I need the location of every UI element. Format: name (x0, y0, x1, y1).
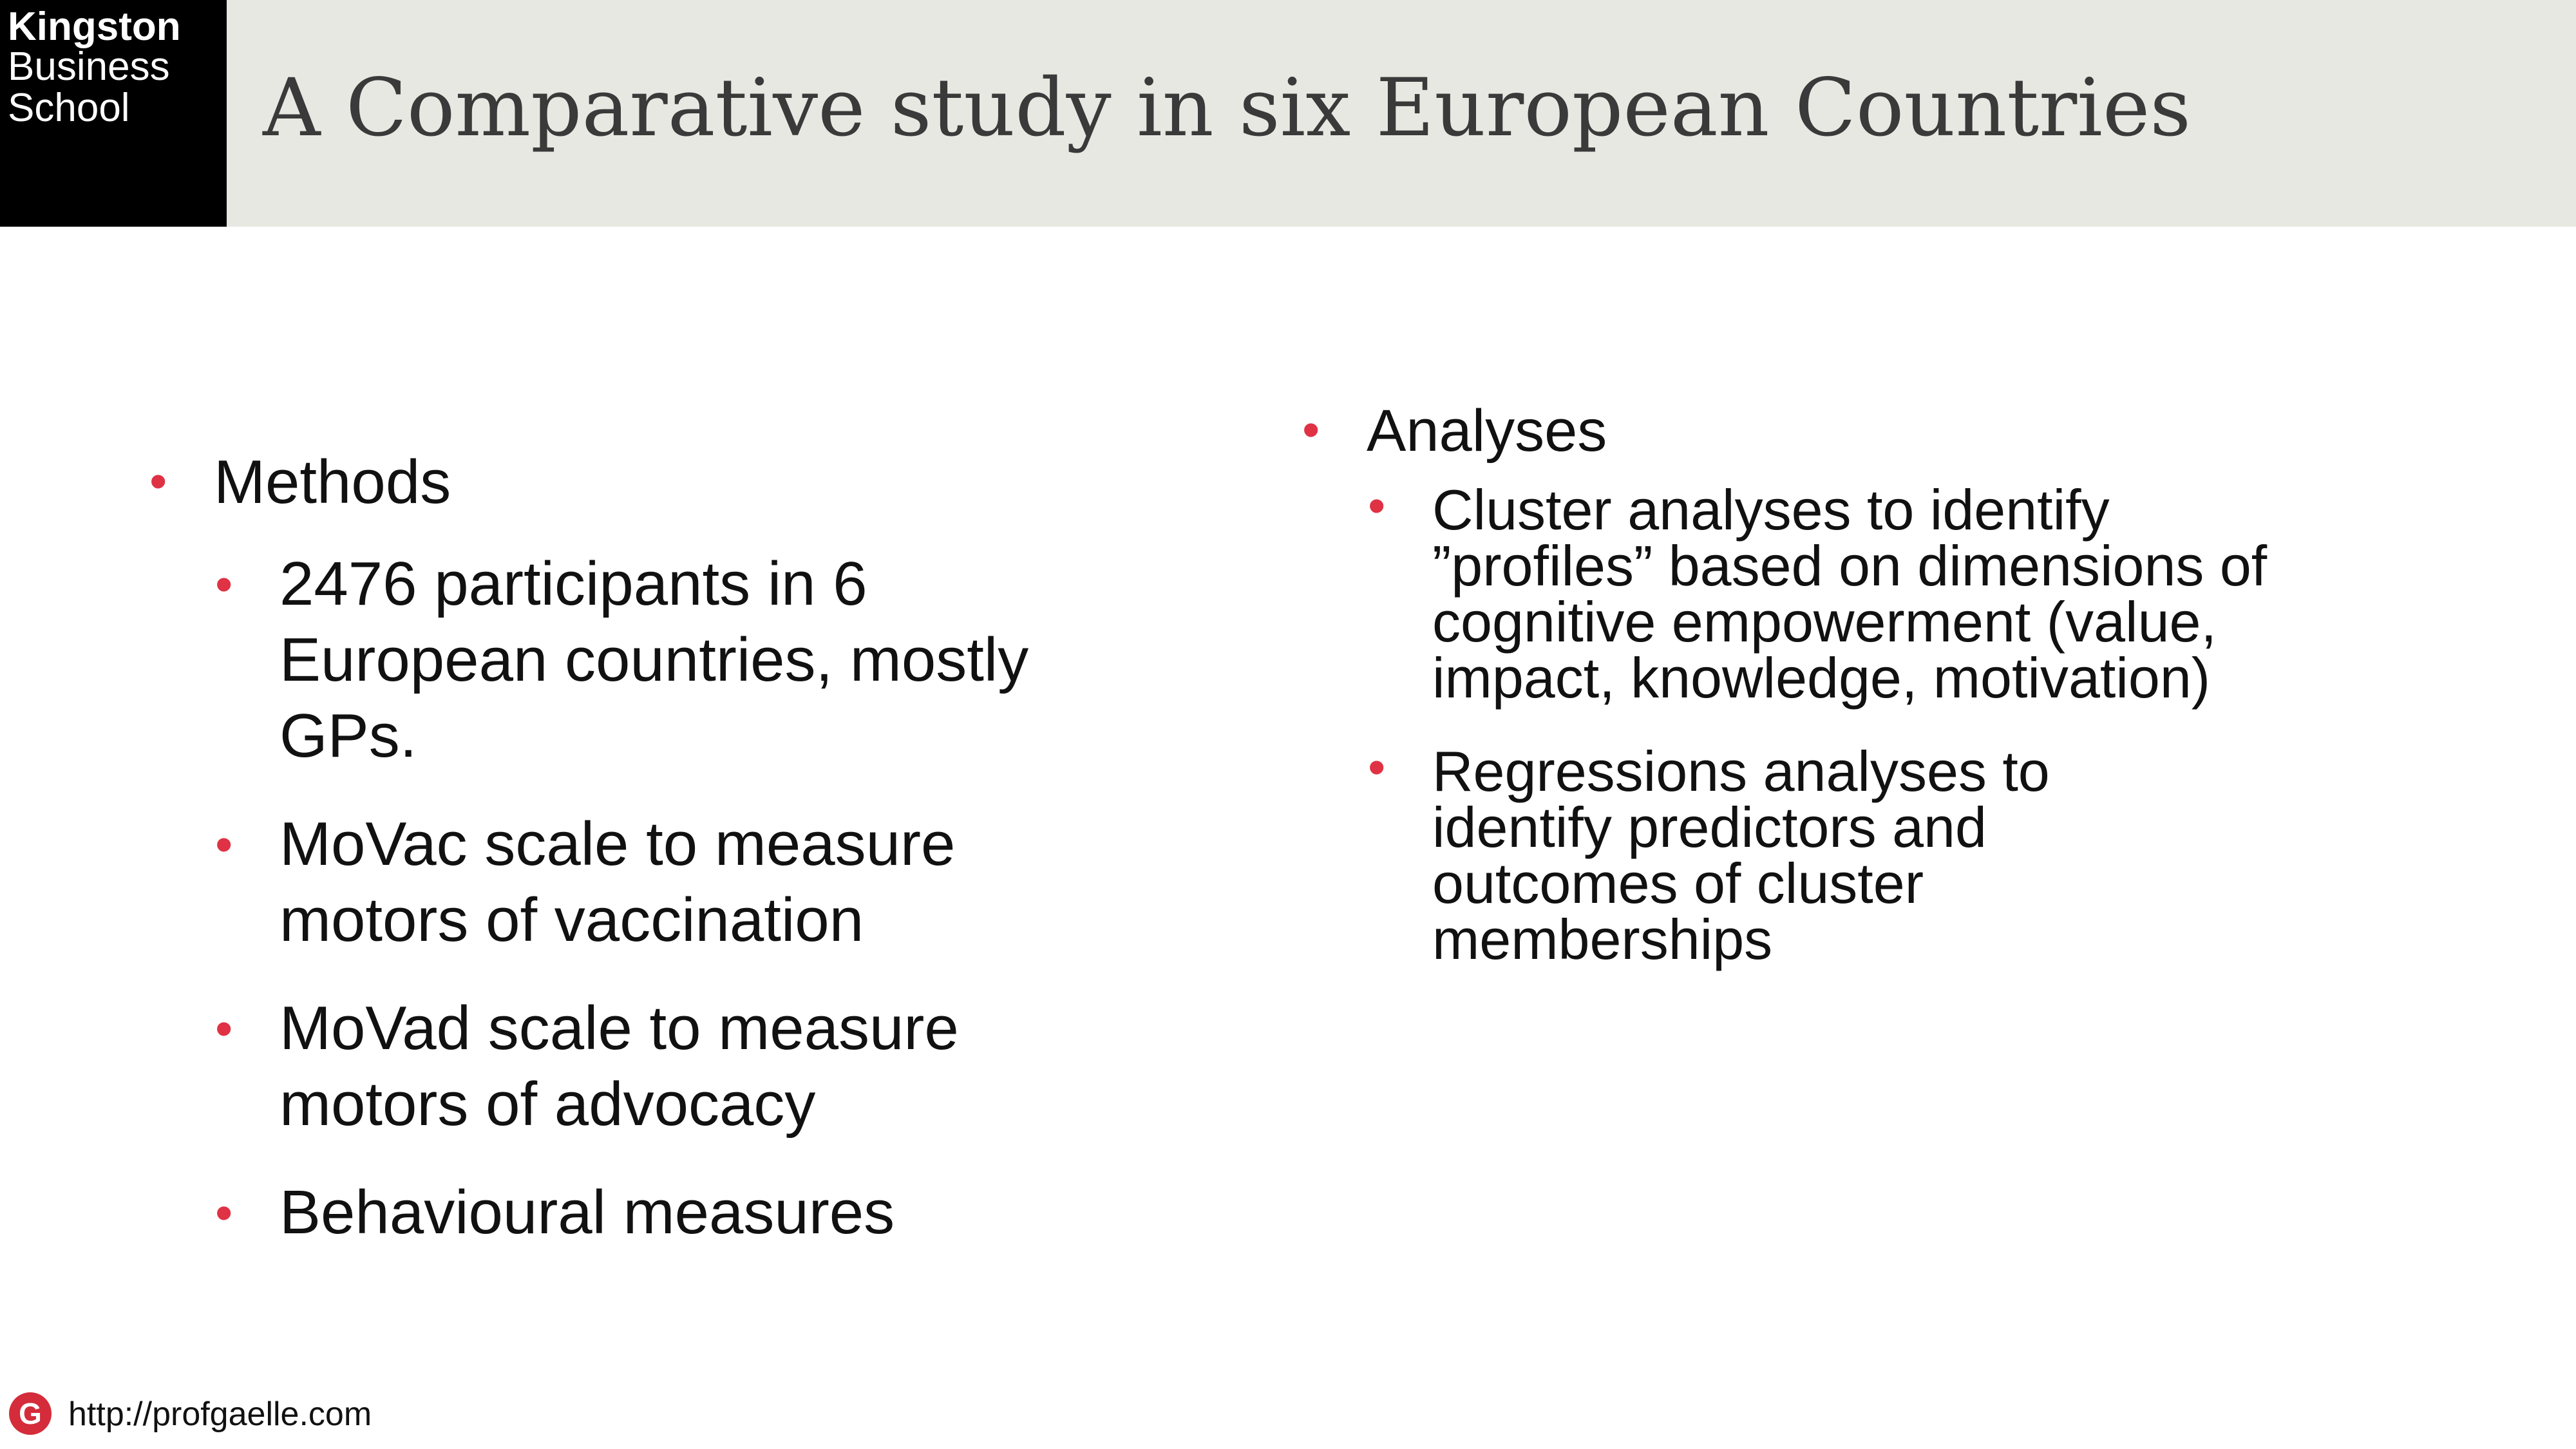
bullet-methods: • Methods (142, 444, 1146, 520)
bullet-cluster: • Cluster analyses to identify ”profiles… (1294, 477, 2357, 710)
bullet-participants: • 2476 participants in 6 European countr… (142, 546, 1146, 774)
bullet-analyses: • Analyses (1294, 393, 2357, 469)
header-band (0, 0, 2576, 227)
methods-item-2: MoVac scale to measure motors of vaccina… (279, 810, 956, 954)
bullet-regressions: • Regressions analyses to identify predi… (1294, 739, 2357, 971)
methods-heading: Methods (214, 448, 451, 516)
analyses-column: • Analyses • Cluster analyses to identif… (1294, 393, 2357, 971)
bullet-dot-icon: • (215, 556, 233, 612)
bullet-movad: • MoVad scale to measure motors of advoc… (142, 990, 1146, 1142)
analyses-item-1: Cluster analyses to identify ”profiles” … (1432, 478, 2268, 710)
methods-column: • Methods • 2476 participants in 6 Europ… (142, 444, 1146, 1251)
bullet-dot-icon: • (215, 816, 233, 873)
bullet-dot-icon: • (1302, 401, 1320, 458)
slide-title: A Comparative study in six European Coun… (263, 62, 2191, 155)
bullet-dot-icon: • (215, 1000, 233, 1057)
logo-line-kingston: Kingston (8, 5, 181, 49)
logo: Kingston Business School (0, 0, 227, 227)
methods-item-4: Behavioural measures (279, 1178, 895, 1247)
bullet-behavioural: • Behavioural measures (142, 1175, 1146, 1251)
bullet-dot-icon: • (215, 1184, 233, 1241)
bullet-dot-icon: • (1368, 739, 1386, 795)
methods-item-1: 2476 participants in 6 European countrie… (279, 549, 1029, 770)
footer-url-link[interactable]: http://profgaelle.com (68, 1396, 372, 1433)
bullet-dot-icon: • (1368, 477, 1386, 534)
bullet-movac: • MoVac scale to measure motors of vacci… (142, 806, 1146, 958)
logo-line-business: Business (8, 44, 170, 89)
methods-item-3: MoVad scale to measure motors of advocac… (279, 994, 959, 1139)
analyses-heading: Analyses (1367, 398, 1607, 464)
logo-line-school: School (8, 86, 130, 130)
analyses-item-2: Regressions analyses to identify predict… (1432, 739, 2050, 971)
profgaelle-logo-icon: G (9, 1392, 52, 1435)
bullet-dot-icon: • (149, 453, 167, 509)
